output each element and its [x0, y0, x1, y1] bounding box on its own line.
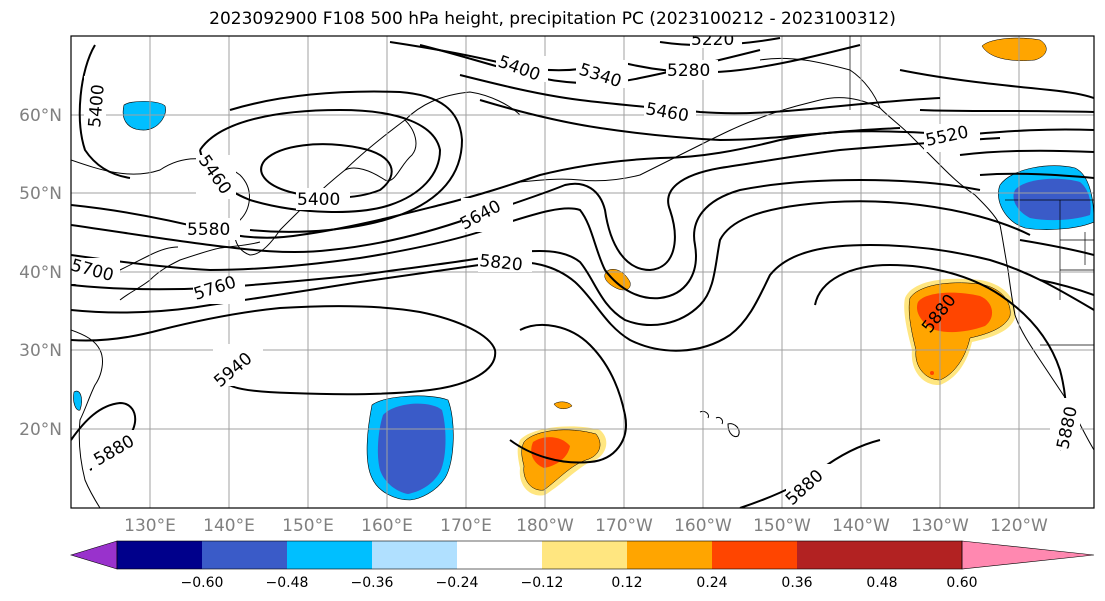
lat-label: 30°N: [19, 341, 62, 361]
lat-label: 60°N: [19, 106, 62, 126]
contour-5700: [71, 178, 981, 300]
contour-label: 5400: [297, 190, 340, 210]
borders: [849, 36, 1094, 346]
contour-label: 5220: [691, 30, 734, 50]
colorbar-segment: [882, 541, 962, 569]
lat-label: 50°N: [19, 184, 62, 204]
contour-label: 5820: [478, 251, 523, 275]
chart-title: 2023092900 F108 500 hPa height, precipit…: [209, 9, 896, 29]
colorbar-tick-label: 0.48: [866, 575, 897, 591]
lat-label: 20°N: [19, 420, 62, 440]
contour-nw-low: [78, 44, 131, 179]
border-states: [1059, 200, 1094, 300]
colorbar-tick-label: 0.12: [611, 575, 642, 591]
colorbar-tick-label: −0.60: [181, 575, 224, 591]
contour-east-2: [919, 109, 1094, 113]
coastline-japan: [119, 241, 261, 301]
contour-labels: 5400 5460 5400 5580 5700 5760 5940 5880 …: [71, 30, 1082, 508]
colorbar-tick-label: −0.12: [521, 575, 564, 591]
coastline-china: [71, 329, 103, 508]
colorbar-segment: [542, 541, 627, 569]
colorbar-extend-high: [961, 540, 1095, 570]
contour-5880-california: [814, 263, 1067, 451]
contour-5460: [199, 108, 442, 213]
precip-blob-neg-pacific-core: [377, 403, 446, 494]
lat-labels: 60°N 50°N 40°N 30°N 20°N: [19, 106, 62, 440]
colorbar-frame: [116, 540, 963, 570]
precip-blob-pos-small: [553, 401, 573, 409]
colorbar-segment: [202, 541, 287, 569]
gridlines: [71, 36, 1094, 508]
coastline-alaska: [759, 57, 1001, 226]
lon-label: 170°E: [440, 516, 492, 536]
colorbar-segment: [627, 541, 712, 569]
colorbar-extend-low: [69, 540, 118, 570]
coastline-hawaii: [699, 411, 740, 437]
map-frame: [70, 35, 1095, 509]
lat-label: 40°N: [19, 263, 62, 283]
contour-5760: [71, 200, 1031, 326]
contour-5400-low: [260, 143, 393, 199]
contour-east-3: [959, 149, 1094, 156]
colorbar-tick-label: 0.36: [781, 575, 812, 591]
contour-5280: [619, 44, 861, 74]
colorbar-segment: [457, 541, 542, 569]
lon-label: 120°W: [990, 516, 1048, 536]
precip-blob-neg-west: [73, 390, 82, 411]
precip-blob-pos-california-core: [916, 292, 993, 333]
lon-label: 160°E: [361, 516, 413, 536]
contour-5820: [71, 243, 1094, 352]
contour-label: 5400: [85, 84, 109, 129]
lon-label: 140°W: [832, 516, 890, 536]
colorbar-tick-label: 0.60: [946, 575, 977, 591]
contour-east-4: [979, 172, 1094, 179]
contour-5460-north: [459, 74, 941, 115]
colorbar-segment: [712, 541, 797, 569]
precip-shading: [73, 37, 1094, 501]
lon-label: 170°W: [595, 516, 653, 536]
lon-label: 130°W: [911, 516, 969, 536]
coastline-aleutians: [519, 97, 881, 183]
contour-5460-arc: [229, 90, 464, 233]
colorbar-segment: [797, 541, 882, 569]
lon-label: 150°W: [753, 516, 811, 536]
contour-label: 5280: [667, 61, 710, 81]
contour-5640: [71, 137, 1001, 272]
lon-labels: 130°E 140°E 150°E 160°E 170°E 180°W 170°…: [124, 516, 1048, 536]
contour-5880-east: [509, 324, 627, 464]
map-area: 5400 5460 5400 5580 5700 5760 5940 5880 …: [71, 30, 1094, 508]
colorbar-segment: [372, 541, 457, 569]
lon-label: 160°W: [674, 516, 732, 536]
lon-label: 130°E: [124, 516, 176, 536]
colorbar-segment: [287, 541, 372, 569]
coastline-kamchatka: [344, 119, 417, 182]
lon-label: 180°W: [516, 516, 574, 536]
precip-dot-pos-small: [930, 371, 934, 375]
lon-label: 150°E: [282, 516, 334, 536]
precip-blob-pos-alaska: [981, 37, 1047, 61]
colorbar-segment: [117, 541, 202, 569]
lon-label: 140°E: [203, 516, 255, 536]
colorbar-tick-label: −0.24: [436, 575, 479, 591]
coastline-siberia: [71, 91, 521, 256]
colorbar: −0.60 −0.48 −0.36 −0.24 −0.12 0.12 0.24 …: [69, 540, 1095, 591]
contour-label: 5580: [187, 220, 230, 240]
colorbar-tick-label: 0.24: [696, 575, 727, 591]
precip-blob-neg-pacific-nw-core: [1013, 178, 1091, 221]
colorbar-tick-label: −0.36: [351, 575, 394, 591]
colorbar-tick-label: −0.48: [266, 575, 309, 591]
contour-east-5: [1019, 239, 1094, 256]
contour-east-6: [1039, 279, 1094, 296]
contour-east-1: [899, 69, 1094, 99]
contour-5880-main: [71, 305, 497, 396]
precip-blob-neg-siberia: [122, 101, 166, 131]
